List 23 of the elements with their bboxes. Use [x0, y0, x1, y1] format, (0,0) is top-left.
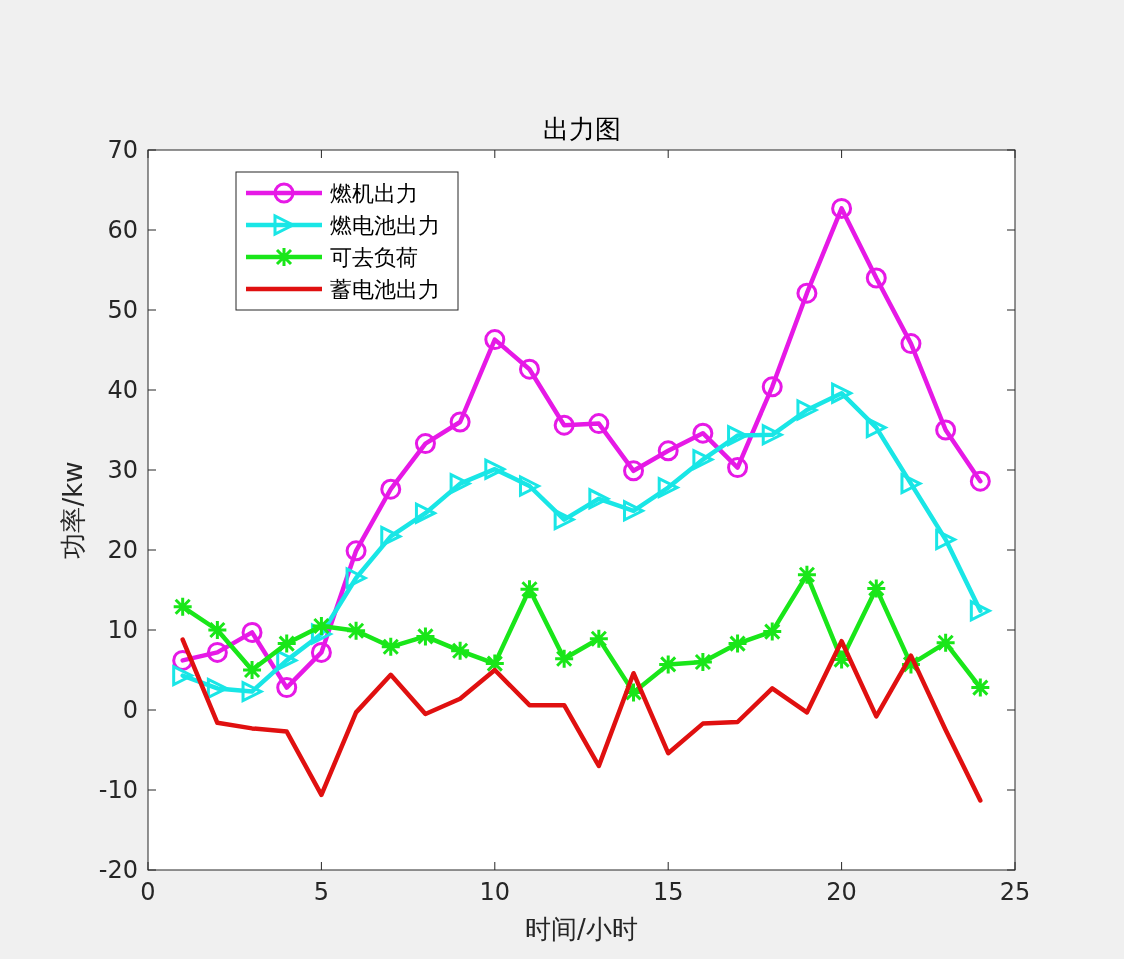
x-axis-title: 时间/小时	[525, 914, 638, 944]
x-tick-label: 20	[826, 878, 857, 906]
y-tick-label: 10	[107, 616, 138, 644]
y-tick-label: 70	[107, 136, 138, 164]
y-tick-label: 30	[107, 456, 138, 484]
x-tick-label: 5	[313, 878, 330, 906]
legend-label: 蓄电池出力	[330, 277, 440, 302]
y-axis-title: 功率/kw	[58, 461, 88, 559]
x-tick-label: 10	[479, 878, 511, 906]
y-tick-label: 0	[122, 696, 138, 724]
y-tick-label: 20	[107, 536, 138, 564]
chart-title: 出力图	[542, 114, 621, 144]
y-tick-label: -20	[98, 856, 138, 884]
y-tick-label: 60	[107, 216, 138, 244]
x-tick-label: 0	[140, 878, 156, 906]
legend-label: 燃机出力	[330, 181, 418, 206]
legend-label: 燃电池出力	[330, 213, 440, 238]
y-tick-label: 50	[107, 296, 138, 324]
y-tick-label: 40	[107, 376, 138, 404]
y-tick-label: -10	[98, 776, 138, 804]
legend-label: 可去负荷	[330, 245, 418, 270]
x-tick-label: 25	[999, 878, 1031, 906]
x-tick-label: 15	[652, 878, 684, 906]
